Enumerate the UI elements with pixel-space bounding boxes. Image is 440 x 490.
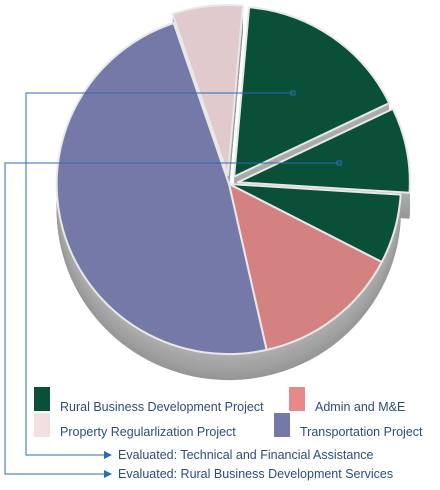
- annotation-layer: Evaluated: Technical and Financial Assis…: [4, 90, 393, 481]
- legend-label-admin-and-mande: Admin and M&E: [315, 400, 405, 414]
- pie-slice-rural-business-development-project-0: [233, 6, 391, 178]
- legend: Rural Business Development Project Admin …: [34, 387, 423, 439]
- pie-slice-layer: [55, 4, 411, 356]
- annotation-marker-1: [336, 160, 342, 166]
- legend-label-transportation-project: Transportation Project: [300, 425, 423, 439]
- legend-label-rural-business-development-project: Rural Business Development Project: [60, 400, 264, 414]
- legend-swatch-property-regularlization-project: [34, 413, 50, 437]
- pie-slice-transportation-project-4: [55, 22, 268, 356]
- legend-swatch-rural-business-development-project: [34, 387, 50, 411]
- pie-slice-rural-business-development-project-1: [236, 107, 411, 194]
- annotation-label-0: Evaluated: Technical and Financial Assis…: [118, 448, 374, 462]
- legend-swatch-transportation-project: [274, 413, 290, 437]
- legend-label-property-regularlization-project: Property Regularlization Project: [60, 425, 236, 439]
- annotation-arrow-1: [104, 470, 112, 478]
- legend-swatch-admin-and-mande: [289, 387, 305, 411]
- annotation-leader-1: [4, 162, 340, 475]
- annotation-label-1: Evaluated: Rural Business Development Se…: [118, 467, 393, 481]
- pie-slice-admin-and-mande-3: [228, 183, 383, 351]
- annotation-marker-0: [290, 90, 296, 96]
- annotation-arrow-0: [104, 451, 112, 459]
- annotation-leader-0: [25, 92, 293, 456]
- pie-slice-property-regularlization-project-5: [171, 4, 244, 177]
